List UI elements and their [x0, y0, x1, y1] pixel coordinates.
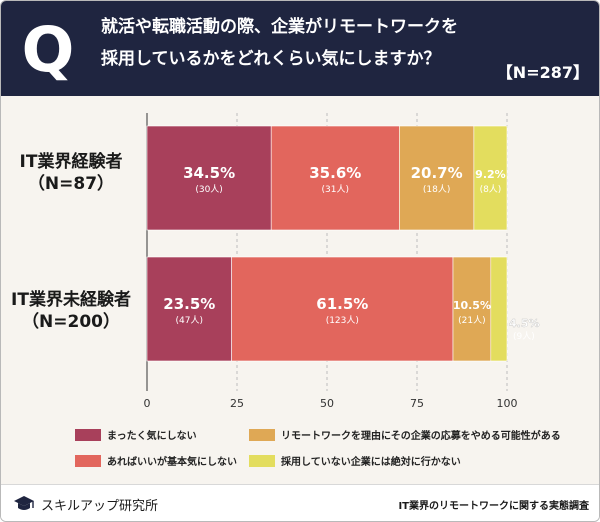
bar-segment: [452, 256, 492, 362]
data-label: 34.5%: [183, 164, 235, 182]
sample-size-badge: 【N=287】: [496, 63, 589, 82]
count-label: (47人): [176, 315, 203, 326]
bar-segment: [146, 125, 272, 231]
legend-item-nice-to-have: あればいいが基本気にしない: [75, 453, 237, 468]
data-label: 23.5%: [163, 295, 215, 313]
data-label: 4.5%: [509, 317, 540, 330]
legend-label: 採用していない企業には絶対に行かない: [281, 457, 461, 468]
bar-segment: [231, 256, 454, 362]
category-label-line1: IT業界未経験者: [11, 290, 131, 310]
question-header: Q 就活や転職活動の際、企業がリモートワークを 採用しているかをどれくらい気にし…: [1, 1, 599, 96]
footer: スキルアップ研究所 IT業界のリモートワークに関する実態調査: [1, 484, 599, 521]
x-tick-label: 75: [410, 397, 424, 410]
category-label-experienced: IT業界経験者 （N=87）: [1, 151, 141, 195]
count-label: (18人): [423, 184, 450, 195]
category-label-line2: （N=87）: [27, 174, 115, 194]
count-label: (123人): [326, 315, 359, 326]
legend-label: あればいいが基本気にしない: [107, 457, 237, 468]
legend-item-not-care: まったく気にしない: [75, 427, 197, 442]
data-label: 20.7%: [411, 164, 463, 182]
data-label: 10.5%: [453, 299, 491, 312]
x-tick-label: 0: [144, 397, 151, 410]
x-tick-label: 50: [320, 397, 334, 410]
count-label: (21人): [458, 315, 485, 326]
legend-swatch: [249, 454, 275, 467]
question-title-line2: 採用しているかをどれくらい気にしますか？: [101, 49, 441, 69]
count-label: (30人): [195, 184, 222, 195]
brand-name: スキルアップ研究所: [41, 498, 159, 514]
graduation-cap-icon: [14, 496, 34, 510]
legend-swatch: [75, 428, 101, 441]
legend-item-never-go: 採用していない企業には絶対に行かない: [249, 453, 461, 468]
question-title: 就活や転職活動の際、企業がリモートワークを 採用しているかをどれくらい気にします…: [101, 11, 541, 75]
bar-segment: [146, 256, 232, 362]
data-label: 61.5%: [316, 295, 368, 313]
legend-swatch: [75, 454, 101, 467]
legend-swatch: [249, 428, 275, 441]
count-label: (8人): [480, 184, 502, 195]
stacked-bar-chart: 0 25 50 75 100 34.5% (30人) 35.6% (31人) 20.7% (18人)…: [144, 113, 540, 410]
bar-segment: [490, 256, 508, 362]
q-mark-icon: Q: [21, 13, 75, 86]
category-label-line1: IT業界経験者: [19, 152, 123, 172]
bar-segment: [399, 125, 475, 231]
bar-segment: [270, 125, 400, 231]
x-tick-label: 25: [230, 397, 244, 410]
survey-source: IT業界のリモートワークに関する実態調査: [398, 501, 589, 512]
x-tick-label: 100: [497, 397, 518, 410]
legend-label: リモートワークを理由にその企業の応募をやめる可能性がある: [281, 431, 561, 442]
brand: スキルアップ研究所: [13, 494, 158, 514]
category-label-line2: （N=200）: [22, 312, 120, 332]
question-title-line1: 就活や転職活動の際、企業がリモートワークを: [101, 17, 458, 37]
category-label-inexperienced: IT業界未経験者 （N=200）: [1, 289, 141, 333]
count-label: (9人): [513, 331, 535, 342]
count-label: (31人): [322, 184, 349, 195]
bar-segment: [473, 125, 508, 231]
legend-item-may-stop-applying: リモートワークを理由にその企業の応募をやめる可能性がある: [249, 427, 561, 442]
data-label: 9.2%: [475, 168, 506, 181]
legend-label: まったく気にしない: [107, 431, 197, 442]
data-label: 35.6%: [309, 164, 361, 182]
